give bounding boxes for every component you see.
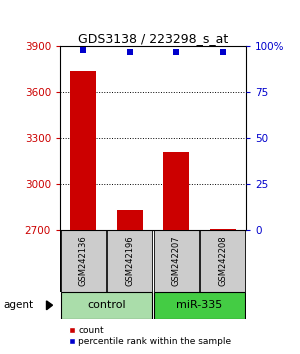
Text: GSM242207: GSM242207	[172, 236, 181, 286]
Title: GDS3138 / 223298_s_at: GDS3138 / 223298_s_at	[78, 32, 228, 45]
Legend: count, percentile rank within the sample: count, percentile rank within the sample	[64, 322, 235, 349]
Text: GSM242208: GSM242208	[218, 236, 227, 286]
Bar	[117, 210, 142, 230]
Point	[81, 47, 86, 52]
Text: GSM242196: GSM242196	[125, 236, 134, 286]
Bar	[164, 152, 189, 230]
Bar	[154, 292, 245, 319]
Point	[174, 49, 179, 55]
Text: GSM242136: GSM242136	[79, 236, 88, 286]
Bar	[210, 229, 236, 230]
Polygon shape	[46, 301, 52, 310]
Bar	[107, 230, 152, 292]
Text: control: control	[87, 300, 126, 310]
Bar	[154, 230, 199, 292]
Text: miR-335: miR-335	[176, 300, 223, 310]
Bar	[61, 292, 152, 319]
Text: agent: agent	[3, 300, 33, 310]
Point	[128, 49, 132, 55]
Bar	[200, 230, 245, 292]
Bar	[70, 70, 96, 230]
Bar	[61, 230, 106, 292]
Point	[220, 49, 225, 55]
